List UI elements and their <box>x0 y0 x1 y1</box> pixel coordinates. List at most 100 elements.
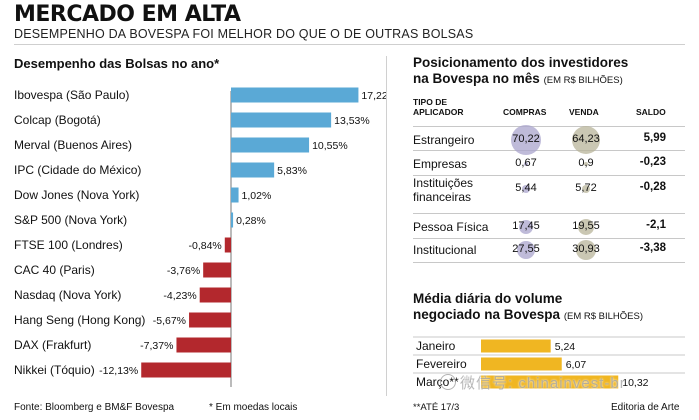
bar <box>176 337 231 353</box>
row-label-line1: Pessoa Física <box>413 220 489 234</box>
venda-value: 0,9 <box>578 157 594 169</box>
category-label: Nasdaq (Nova York) <box>14 288 121 302</box>
data-label: 10,55% <box>312 140 348 152</box>
bar <box>231 137 310 153</box>
row-label: Empresas <box>413 157 467 171</box>
col-header-tipo: TIPO DE APLICADOR <box>413 97 464 117</box>
data-label: 0,28% <box>236 215 266 227</box>
date-note: **ATÉ 17/3 <box>413 402 460 413</box>
page-subtitle: DESEMPENHO DA BOVESPA FOI MELHOR DO QUE … <box>14 27 474 41</box>
table-rule <box>413 126 685 127</box>
volume-label: 5,24 <box>555 341 576 353</box>
saldo-value: -3,38 <box>639 242 666 254</box>
watermark-text: 微信号: chinainvest-br <box>460 375 626 392</box>
saldo-value: -0,23 <box>639 156 666 168</box>
volume-bar <box>481 339 551 353</box>
category-label: S&P 500 (Nova York) <box>14 213 127 227</box>
row-label-line1: Empresas <box>413 157 468 171</box>
data-label: 5,83% <box>277 165 307 177</box>
category-label: Dow Jones (Nova York) <box>14 188 139 202</box>
category-label: Ibovespa (São Paulo) <box>14 88 129 102</box>
data-label: -5,67% <box>153 315 186 327</box>
data-label: -3,76% <box>167 265 200 277</box>
saldo-value: 5,99 <box>643 132 666 144</box>
venda-value: 64,23 <box>572 133 600 145</box>
bar <box>231 162 275 178</box>
col-header-tipo-line1: TIPO DE <box>413 97 448 107</box>
data-label: -7,37% <box>140 340 173 352</box>
bar <box>231 87 359 103</box>
data-label: -12,13% <box>99 365 138 377</box>
month-label: Janeiro <box>416 339 456 353</box>
category-label: FTSE 100 (Londres) <box>14 238 123 252</box>
compras-value: 17,45 <box>512 220 540 232</box>
positions-unit: (EM R$ BILHÕES) <box>543 75 623 86</box>
page-title: MERCADO EM ALTA <box>14 2 241 27</box>
header-divider <box>14 44 685 45</box>
venda-value: 19,55 <box>572 220 600 232</box>
saldo-value: -2,1 <box>646 219 666 231</box>
saldo-value: -0,28 <box>639 181 666 193</box>
data-label: 17,22% <box>361 90 386 102</box>
bar <box>231 112 332 128</box>
row-label: Estrangeiro <box>413 133 474 147</box>
category-label: DAX (Frakfurt) <box>14 338 91 352</box>
table-rule <box>413 213 685 214</box>
row-label: Pessoa Física <box>413 220 488 234</box>
category-label: CAC 40 (Paris) <box>14 263 95 277</box>
category-label: Nikkei (Tóquio) <box>14 363 95 377</box>
bar <box>141 362 231 378</box>
row-label: Instituições financeiras <box>413 176 473 204</box>
venda-circle <box>584 162 588 166</box>
volume-heading-line2: negociado na Bovespa <box>413 307 561 322</box>
venda-circle <box>578 219 594 235</box>
bar <box>189 312 231 328</box>
category-label: Hang Seng (Hong Kong) <box>14 313 145 327</box>
col-header-compras: COMPRAS <box>503 107 547 117</box>
row-label-line1: Institucional <box>413 243 477 257</box>
venda-circle <box>581 184 591 194</box>
category-label: Colcap (Bogotá) <box>14 113 101 127</box>
bar <box>224 237 231 253</box>
row-label-line2: financeiras <box>413 190 472 204</box>
table-rule <box>413 175 685 176</box>
performance-heading: Desempenho das Bolsas no ano* <box>14 56 220 71</box>
category-label: IPC (Cidade do México) <box>14 163 141 177</box>
venda-value: 5,72 <box>575 182 597 194</box>
volume-unit: (EM R$ BILHÕES) <box>563 311 643 322</box>
row-label-line1: Estrangeiro <box>413 133 475 147</box>
compras-circle <box>521 184 531 194</box>
bar <box>231 187 239 203</box>
data-label: 13,53% <box>334 115 370 127</box>
venda-value: 30,93 <box>572 243 600 255</box>
month-label: Fevereiro <box>416 357 467 371</box>
watermark: 微信号: chinainvest-br <box>440 372 690 396</box>
col-header-saldo: SALDO <box>636 107 666 117</box>
row-label-line1: Instituições <box>413 176 474 190</box>
compras-circle <box>511 125 541 155</box>
volume-bar <box>481 357 562 371</box>
volume-label: 6,07 <box>566 359 587 371</box>
data-label: -0,84% <box>189 240 222 252</box>
compras-circle <box>516 240 536 260</box>
venda-circle <box>576 240 596 260</box>
data-label: -4,23% <box>163 290 196 302</box>
category-label: Merval (Buenos Aires) <box>14 138 132 152</box>
credit-note: Editoria de Arte <box>611 402 680 413</box>
positions-heading-line1: Posicionamento dos investidores <box>413 55 629 70</box>
bar <box>203 262 231 278</box>
column-divider <box>386 56 387 396</box>
watermark-logo-icon <box>440 374 456 390</box>
col-header-tipo-line2: APLICADOR <box>413 107 464 117</box>
compras-circle <box>518 219 534 235</box>
performance-chart: Ibovespa (São Paulo) 17,22% Colcap (Bogotá… <box>14 87 386 387</box>
volume-heading-line1: Média diária do volume <box>413 291 563 306</box>
currency-footnote: * Em moedas locais <box>209 402 298 413</box>
volume-heading: Média diária do volume negociado na Bove… <box>413 291 643 325</box>
table-rule <box>413 238 685 239</box>
source-note: Fonte: Bloomberg e BM&F Bovespa <box>14 402 175 413</box>
compras-circle <box>524 162 528 166</box>
volume-label: 10,32 <box>622 377 648 389</box>
